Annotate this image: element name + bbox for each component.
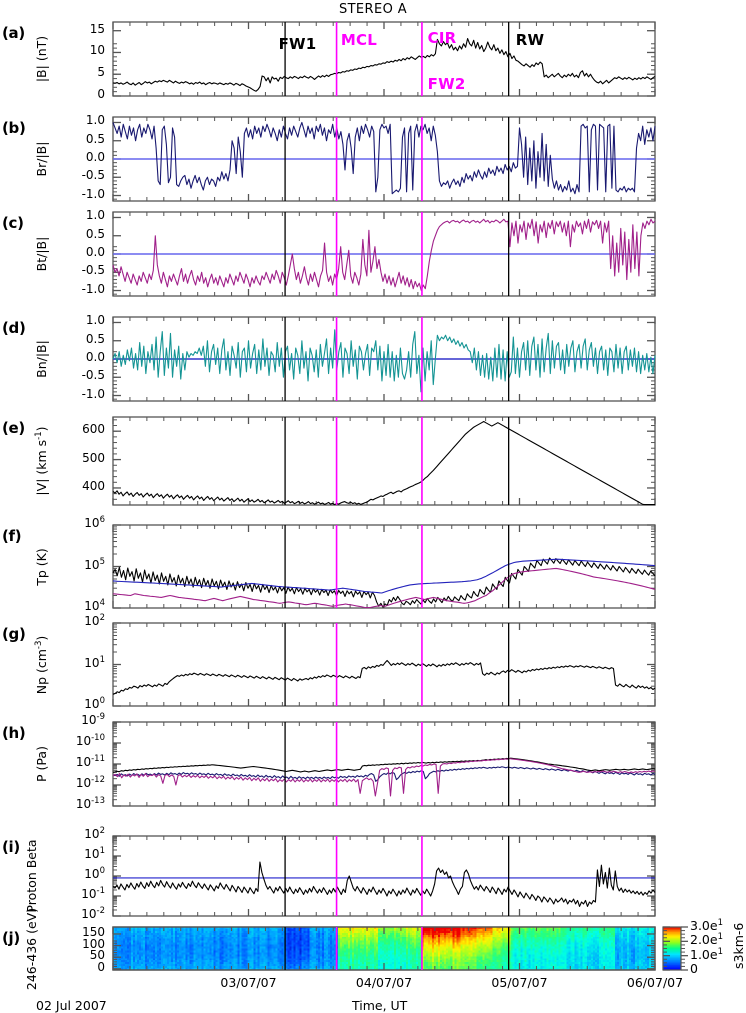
- series-proton_beta: [113, 862, 655, 906]
- panel-frame-e: [113, 417, 655, 505]
- panel-frame-f: [113, 525, 655, 608]
- ylabel-j: 246-436 (eV): [24, 889, 39, 1009]
- ytick-label-j-1: 50: [35, 949, 105, 961]
- series-P_total: [113, 758, 655, 772]
- panel-letter-a: (a): [2, 24, 25, 42]
- ytick-label-i-3: 101: [35, 848, 105, 860]
- series-proton_density: [113, 660, 655, 694]
- series-B_magnitude: [113, 39, 655, 92]
- event-label-cir: CIR: [428, 29, 457, 47]
- ytick-label-i-1: 10-1: [35, 888, 105, 900]
- ytick-label-i-2: 100: [35, 868, 105, 880]
- colorbar-tick-label-3: 0: [690, 963, 698, 976]
- colorbar-tick-label-2: 1.0e1: [690, 949, 723, 962]
- panel-letter-f: (f): [2, 527, 21, 545]
- xtick-label-3: 06/07/07: [610, 975, 700, 990]
- panel-letter-h: (h): [2, 724, 26, 742]
- ylabel-h: P (Pa): [34, 704, 49, 824]
- panel-letter-e: (e): [2, 419, 25, 437]
- panel-letter-j: (j): [2, 929, 20, 947]
- colorbar-tick-label-0: 3.0e1: [690, 920, 723, 933]
- event-label-rw: RW: [516, 31, 545, 49]
- series-speed: [113, 422, 655, 505]
- start-date-caption: 02 Jul 2007: [36, 998, 107, 1013]
- ytick-label-j-2: 100: [35, 938, 105, 950]
- xtick-label-1: 04/07/07: [339, 975, 429, 990]
- panel-frame-i: [113, 836, 655, 916]
- ytick-label-j-0: 0: [35, 961, 105, 973]
- ytick-label-j-3: 150: [35, 926, 105, 938]
- xtick-label-2: 05/07/07: [475, 975, 565, 990]
- ytick-label-i-0: 10-2: [35, 908, 105, 920]
- panel-letter-d: (d): [2, 319, 26, 337]
- series-Bn_over_B: [113, 330, 655, 392]
- ylabel-e: |V| (km s-1): [34, 401, 49, 521]
- colorbar-unit-label: s3km-6: [731, 923, 746, 969]
- event-label-fw2: FW2: [428, 75, 466, 93]
- series-Bt_over_B: [113, 219, 655, 290]
- xtick-label-0: 03/07/07: [204, 975, 294, 990]
- panel-letter-i: (i): [2, 838, 20, 856]
- panel-letter-b: (b): [2, 119, 26, 137]
- event-label-mcl: MCL: [341, 31, 377, 49]
- panel-frame-a: [113, 22, 655, 96]
- panel-letter-g: (g): [2, 625, 26, 643]
- ytick-label-i-4: 102: [35, 828, 105, 840]
- ylabel-c: Bt/|B|: [34, 194, 49, 314]
- colorbar-tick-label-1: 2.0e1: [690, 934, 723, 947]
- x-axis-label: Time, UT: [352, 998, 407, 1013]
- panel-letter-c: (c): [2, 214, 24, 232]
- series-Br_over_B: [113, 122, 655, 193]
- event-label-fw1: FW1: [279, 35, 317, 53]
